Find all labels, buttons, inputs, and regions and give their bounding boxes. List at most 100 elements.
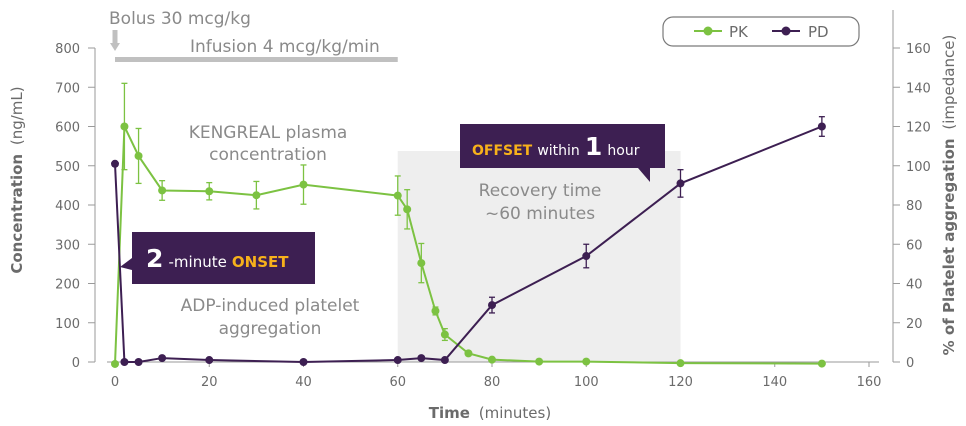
x-axis-title-unit: (minutes) (479, 404, 551, 422)
pd-point (488, 301, 496, 310)
adp-label-line1: ADP-induced platelet (181, 296, 360, 316)
pk-point (403, 205, 412, 214)
y-right-tick-label: 120 (906, 121, 931, 136)
pd-point (120, 358, 129, 366)
infusion-bar (115, 57, 398, 62)
offset-highlight: OFFSET (472, 143, 533, 159)
recovery-label-line1: Recovery time (479, 181, 602, 201)
pd-point (393, 356, 402, 365)
y-left-tick-label: 800 (55, 42, 80, 57)
y-left-tick-label: 500 (55, 160, 80, 175)
pd-point (299, 358, 308, 366)
pd-point (676, 179, 685, 188)
legend-pd-marker (781, 26, 791, 36)
y-right-tick-label: 140 (906, 81, 931, 96)
onset-highlight: ONSET (232, 253, 289, 271)
y-axis-left-title-unit: (ng/mL) (8, 86, 26, 145)
x-tick-label: 20 (201, 375, 218, 390)
onset-callout: 2 -minute ONSET (120, 232, 315, 284)
legend-pd-label: PD (808, 23, 829, 41)
pd-point (111, 159, 119, 168)
y-left-tick-label: 0 (72, 356, 80, 371)
pk-point (120, 122, 129, 131)
y-axis-left-title-bold: Concentration (8, 154, 26, 274)
offset-unit: hour (607, 143, 639, 159)
y-right-tick-label: 160 (906, 42, 931, 57)
pd-point (817, 122, 826, 131)
bolus-label: Bolus 30 mcg/kg (109, 9, 251, 29)
y-left-tick-label: 700 (55, 81, 80, 96)
pk-point (299, 180, 308, 189)
x-tick-label: 40 (295, 375, 312, 390)
pd-point (440, 356, 449, 365)
recovery-label-line2: ~60 minutes (485, 204, 595, 224)
pk-point (111, 359, 119, 368)
y-right-tick-label: 0 (906, 356, 914, 371)
series-pk-line (114, 126, 822, 365)
offset-callout: OFFSET within 1 hour (460, 124, 665, 182)
pd-point (158, 354, 167, 363)
pd-point (417, 354, 426, 363)
kengreal-label-line2: concentration (209, 145, 327, 165)
y-left-tick-label: 600 (55, 121, 80, 136)
offset-callout-box (460, 124, 665, 182)
y-axis-right-title-unit: (impedance) (940, 35, 958, 130)
offset-text: within (537, 143, 579, 159)
offset-number: 1 (585, 132, 602, 161)
kengreal-label-line1: KENGREAL plasma (189, 123, 348, 143)
x-tick-label: 140 (762, 375, 787, 390)
pk-point (431, 306, 440, 315)
adp-label-line2: aggregation (219, 319, 322, 339)
x-axis-title-bold: Time (429, 404, 470, 422)
y-right-tick-label: 60 (906, 238, 923, 253)
axes: 0 20 40 60 80 100 120 140 1600100200300400500600… (55, 10, 931, 390)
pk-point (134, 151, 143, 160)
x-tick-label: 100 (574, 375, 599, 390)
y-left-tick-label: 200 (55, 278, 80, 293)
y-axis-right-title: % of Platelet aggregation (impedance) (940, 35, 958, 356)
legend-pk-marker (703, 26, 713, 36)
legend-box (662, 16, 860, 47)
pk-point (417, 259, 426, 268)
pk-point (464, 349, 473, 358)
pk-point (205, 187, 214, 196)
y-axis-right-title-bold: % of Platelet aggregation (940, 138, 958, 355)
y-axis-left-title: Concentration (ng/mL) (8, 86, 26, 273)
y-left-tick-label: 300 (55, 238, 80, 253)
y-left-tick-label: 400 (55, 199, 80, 214)
pk-point (393, 191, 402, 200)
pd-point (134, 358, 143, 366)
x-axis-title: Time (minutes) (429, 404, 551, 422)
pk-point (535, 357, 544, 366)
y-right-tick-label: 20 (906, 317, 923, 332)
onset-callout-text: 2 -minute ONSET (146, 244, 289, 273)
x-tick-label: 60 (389, 375, 406, 390)
x-tick-label: 80 (484, 375, 501, 390)
series-pd (111, 116, 826, 366)
pk-point (440, 330, 449, 339)
infusion-label: Infusion 4 mcg/kg/min (190, 37, 380, 57)
x-tick-label: 160 (857, 375, 882, 390)
pk-point (158, 186, 167, 195)
y-right-tick-label: 40 (906, 278, 923, 293)
x-tick-label: 120 (668, 375, 693, 390)
onset-callout-box (120, 232, 315, 284)
onset-text: -minute (169, 253, 227, 271)
pk-point (488, 355, 496, 364)
bolus-arrow-icon (110, 30, 120, 51)
offset-callout-text: OFFSET within 1 hour (472, 132, 640, 161)
recovery-time-region (397, 151, 681, 362)
legend: PK PD (662, 16, 860, 47)
pd-point (582, 252, 591, 261)
y-left-tick-label: 100 (55, 317, 80, 332)
x-tick-label: 0 (111, 375, 119, 390)
pd-point (205, 356, 214, 365)
pk-point (676, 359, 685, 368)
pk-point (252, 191, 261, 200)
y-right-tick-label: 100 (906, 160, 931, 175)
series-pk (111, 82, 826, 368)
onset-number: 2 (146, 244, 163, 273)
y-right-tick-label: 80 (906, 199, 923, 214)
legend-pk-label: PK (729, 23, 749, 41)
